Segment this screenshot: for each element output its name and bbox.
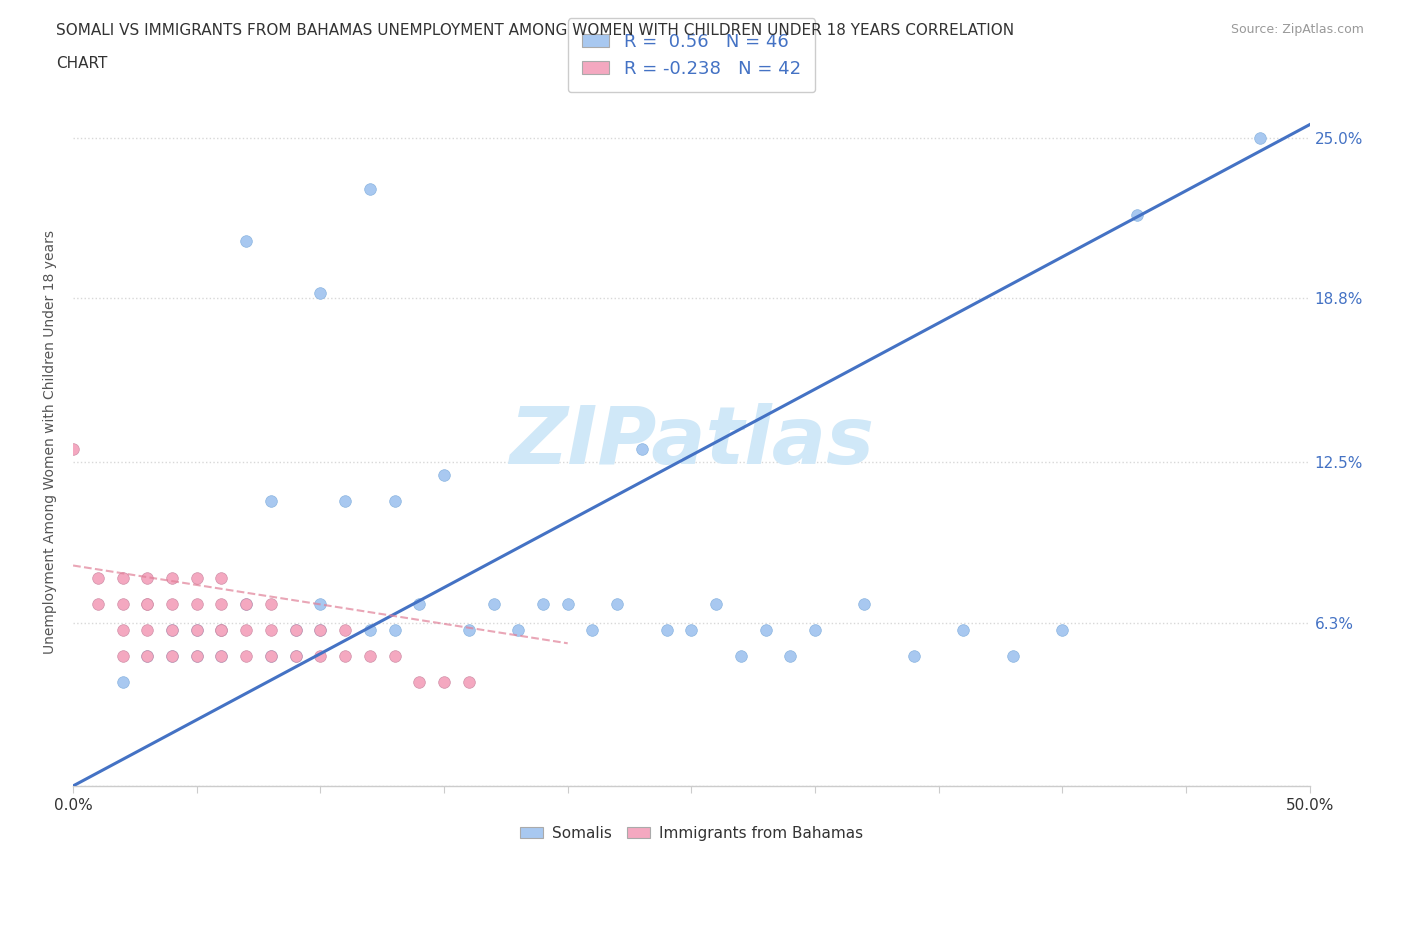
- Point: [111, 675, 134, 690]
- Point: [284, 623, 307, 638]
- Point: [606, 597, 628, 612]
- Point: [333, 623, 356, 638]
- Point: [111, 649, 134, 664]
- Point: [531, 597, 554, 612]
- Point: [235, 597, 257, 612]
- Text: ZIPatlas: ZIPatlas: [509, 404, 875, 482]
- Point: [384, 623, 406, 638]
- Point: [309, 623, 332, 638]
- Point: [260, 597, 283, 612]
- Point: [309, 623, 332, 638]
- Point: [87, 597, 110, 612]
- Point: [903, 649, 925, 664]
- Point: [186, 571, 208, 586]
- Point: [211, 597, 233, 612]
- Point: [136, 597, 159, 612]
- Point: [186, 649, 208, 664]
- Point: [260, 649, 283, 664]
- Point: [384, 493, 406, 508]
- Point: [136, 571, 159, 586]
- Point: [457, 623, 479, 638]
- Point: [779, 649, 801, 664]
- Point: [359, 649, 381, 664]
- Point: [1001, 649, 1024, 664]
- Point: [136, 623, 159, 638]
- Point: [111, 571, 134, 586]
- Point: [853, 597, 876, 612]
- Point: [62, 442, 84, 457]
- Point: [136, 649, 159, 664]
- Point: [1052, 623, 1074, 638]
- Point: [160, 649, 183, 664]
- Point: [284, 649, 307, 664]
- Point: [508, 623, 530, 638]
- Point: [309, 649, 332, 664]
- Point: [211, 649, 233, 664]
- Point: [160, 623, 183, 638]
- Point: [160, 623, 183, 638]
- Point: [457, 675, 479, 690]
- Point: [408, 597, 430, 612]
- Point: [408, 675, 430, 690]
- Point: [681, 623, 703, 638]
- Point: [186, 623, 208, 638]
- Point: [433, 467, 456, 482]
- Point: [136, 597, 159, 612]
- Point: [952, 623, 974, 638]
- Point: [87, 571, 110, 586]
- Point: [211, 623, 233, 638]
- Point: [1249, 130, 1271, 145]
- Point: [333, 649, 356, 664]
- Point: [260, 623, 283, 638]
- Point: [333, 493, 356, 508]
- Point: [804, 623, 827, 638]
- Point: [1125, 208, 1147, 223]
- Point: [211, 623, 233, 638]
- Point: [160, 571, 183, 586]
- Point: [211, 623, 233, 638]
- Text: SOMALI VS IMMIGRANTS FROM BAHAMAS UNEMPLOYMENT AMONG WOMEN WITH CHILDREN UNDER 1: SOMALI VS IMMIGRANTS FROM BAHAMAS UNEMPL…: [56, 23, 1014, 38]
- Point: [309, 286, 332, 300]
- Point: [631, 442, 654, 457]
- Point: [284, 649, 307, 664]
- Point: [160, 649, 183, 664]
- Point: [235, 649, 257, 664]
- Point: [581, 623, 603, 638]
- Point: [235, 233, 257, 248]
- Point: [235, 597, 257, 612]
- Point: [284, 623, 307, 638]
- Point: [433, 675, 456, 690]
- Point: [730, 649, 752, 664]
- Y-axis label: Unemployment Among Women with Children Under 18 years: Unemployment Among Women with Children U…: [44, 231, 58, 655]
- Point: [704, 597, 727, 612]
- Point: [186, 597, 208, 612]
- Point: [309, 597, 332, 612]
- Point: [111, 623, 134, 638]
- Point: [557, 597, 579, 612]
- Point: [186, 649, 208, 664]
- Text: CHART: CHART: [56, 56, 108, 71]
- Point: [160, 597, 183, 612]
- Point: [482, 597, 505, 612]
- Text: Source: ZipAtlas.com: Source: ZipAtlas.com: [1230, 23, 1364, 36]
- Point: [211, 571, 233, 586]
- Point: [359, 623, 381, 638]
- Legend: Somalis, Immigrants from Bahamas: Somalis, Immigrants from Bahamas: [513, 819, 869, 847]
- Point: [359, 182, 381, 197]
- Point: [260, 493, 283, 508]
- Point: [136, 649, 159, 664]
- Point: [235, 623, 257, 638]
- Point: [655, 623, 678, 638]
- Point: [754, 623, 776, 638]
- Point: [260, 649, 283, 664]
- Point: [211, 649, 233, 664]
- Point: [186, 623, 208, 638]
- Point: [384, 649, 406, 664]
- Point: [111, 597, 134, 612]
